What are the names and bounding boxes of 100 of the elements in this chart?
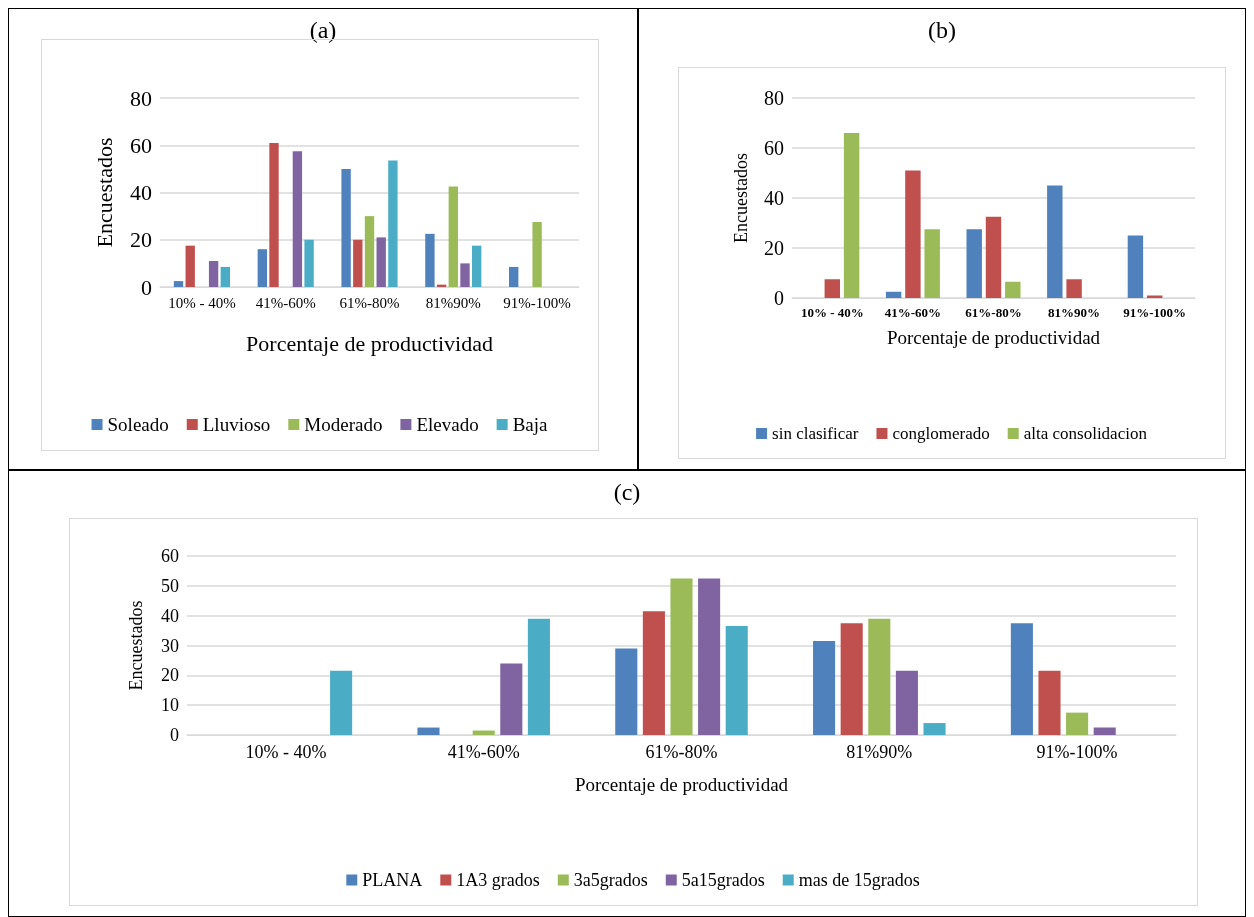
bar: [257, 249, 267, 287]
bar: [500, 663, 523, 735]
y-tick-label: 50: [161, 575, 179, 596]
x-tick-label: 81%90%: [425, 294, 481, 311]
y-tick-label: 0: [170, 725, 179, 745]
bar: [924, 229, 940, 298]
x-tick-label: 41%-60%: [255, 294, 316, 311]
y-tick-label: 40: [161, 605, 179, 626]
bar: [985, 216, 1002, 298]
y-tick-label: 20: [130, 227, 152, 253]
bar: [173, 281, 184, 287]
y-axis-title: Encuestados: [91, 137, 117, 248]
x-tick-label: 10% - 40%: [168, 294, 236, 311]
bar: [304, 239, 314, 287]
legend-label: 5a15grados: [681, 870, 765, 890]
bar: [642, 611, 665, 735]
bar: [843, 133, 860, 298]
bar: [885, 291, 902, 298]
bar: [1005, 281, 1021, 298]
x-tick-label: 41%-60%: [447, 742, 520, 762]
y-tick-label: 10: [161, 695, 179, 716]
bar: [615, 648, 638, 735]
x-tick-label: 61%-80%: [339, 294, 400, 311]
chart-title: (b): [927, 17, 957, 44]
bar: [813, 641, 836, 735]
legend-label: 3a5grados: [573, 870, 648, 890]
x-axis-title: Porcentaje de productividad: [574, 774, 789, 795]
bar: [425, 233, 435, 287]
chart-title: (a): [308, 17, 338, 44]
y-tick-label: 30: [161, 635, 179, 656]
y-axis-title: Encuestados: [126, 600, 146, 691]
y-tick-label: 40: [764, 187, 784, 209]
bar: [725, 626, 748, 735]
legend-label: PLANA: [362, 870, 423, 890]
bar: [341, 168, 351, 287]
bar: [448, 186, 458, 287]
y-tick-label: 60: [764, 137, 784, 159]
bar: [1066, 279, 1082, 298]
bar: [1066, 712, 1089, 735]
bar: [292, 151, 303, 287]
legend-label: mas de 15grados: [798, 870, 920, 890]
bar: [208, 261, 219, 287]
bar: [269, 142, 279, 287]
bar: [966, 229, 982, 298]
legend-label: Baja: [512, 414, 549, 435]
legend-label: sin clasificar: [772, 424, 859, 443]
bar: [905, 170, 921, 298]
y-tick-label: 20: [764, 237, 784, 259]
legend-label: Lluvioso: [202, 414, 271, 435]
y-tick-label: 40: [130, 180, 152, 205]
x-tick-label: 91%-100%: [1123, 305, 1187, 320]
y-tick-label: 0: [141, 274, 152, 300]
bar: [388, 160, 398, 287]
y-tick-label: 20: [161, 665, 179, 686]
x-tick-label: 61%-80%: [645, 742, 718, 762]
x-tick-label: 91%-100%: [1036, 742, 1118, 762]
y-tick-label: 0: [774, 287, 784, 309]
bar: [330, 670, 353, 735]
bar: [1093, 727, 1116, 735]
bar: [417, 727, 440, 735]
bar: [527, 618, 550, 735]
bar: [220, 266, 230, 287]
legend-label: Moderado: [304, 414, 383, 435]
x-tick-label: 41%-60%: [884, 305, 942, 320]
y-tick-label: 60: [161, 546, 179, 566]
bar: [840, 623, 863, 735]
x-axis-title: Porcentaje de productividad: [246, 330, 493, 356]
bar: [868, 618, 891, 735]
x-tick-label: 10% - 40%: [800, 305, 864, 320]
legend-label: 1A3 grados: [456, 870, 540, 890]
x-tick-label: 91%-100%: [503, 294, 571, 311]
x-tick-label: 81%90%: [1048, 305, 1101, 320]
x-tick-label: 10% - 40%: [245, 742, 327, 762]
legend-label: Soleado: [107, 414, 169, 435]
bar: [1047, 185, 1063, 298]
bar: [824, 279, 841, 298]
y-tick-label: 80: [764, 87, 784, 109]
legend-label: Elevado: [416, 414, 479, 435]
chart-title: (c): [612, 479, 642, 506]
y-tick-label: 80: [130, 85, 152, 111]
bar: [353, 239, 363, 287]
bar: [509, 266, 519, 287]
bar: [376, 237, 386, 287]
y-axis-title: Encuestados: [731, 153, 751, 243]
bar: [1038, 670, 1061, 735]
legend-label: conglomerado: [892, 424, 990, 443]
bar: [1127, 235, 1144, 298]
bar: [364, 216, 375, 287]
bar: [1010, 623, 1033, 735]
bar: [895, 670, 918, 735]
bar: [460, 263, 470, 287]
y-tick-label: 60: [130, 132, 152, 158]
bar: [472, 245, 482, 287]
bar: [185, 245, 195, 287]
bar: [670, 578, 693, 735]
x-axis-title: Porcentaje de productividad: [886, 327, 1101, 348]
bar: [698, 578, 721, 735]
bar: [532, 222, 542, 287]
x-tick-label: 61%-80%: [965, 305, 1022, 320]
bar: [923, 723, 946, 735]
